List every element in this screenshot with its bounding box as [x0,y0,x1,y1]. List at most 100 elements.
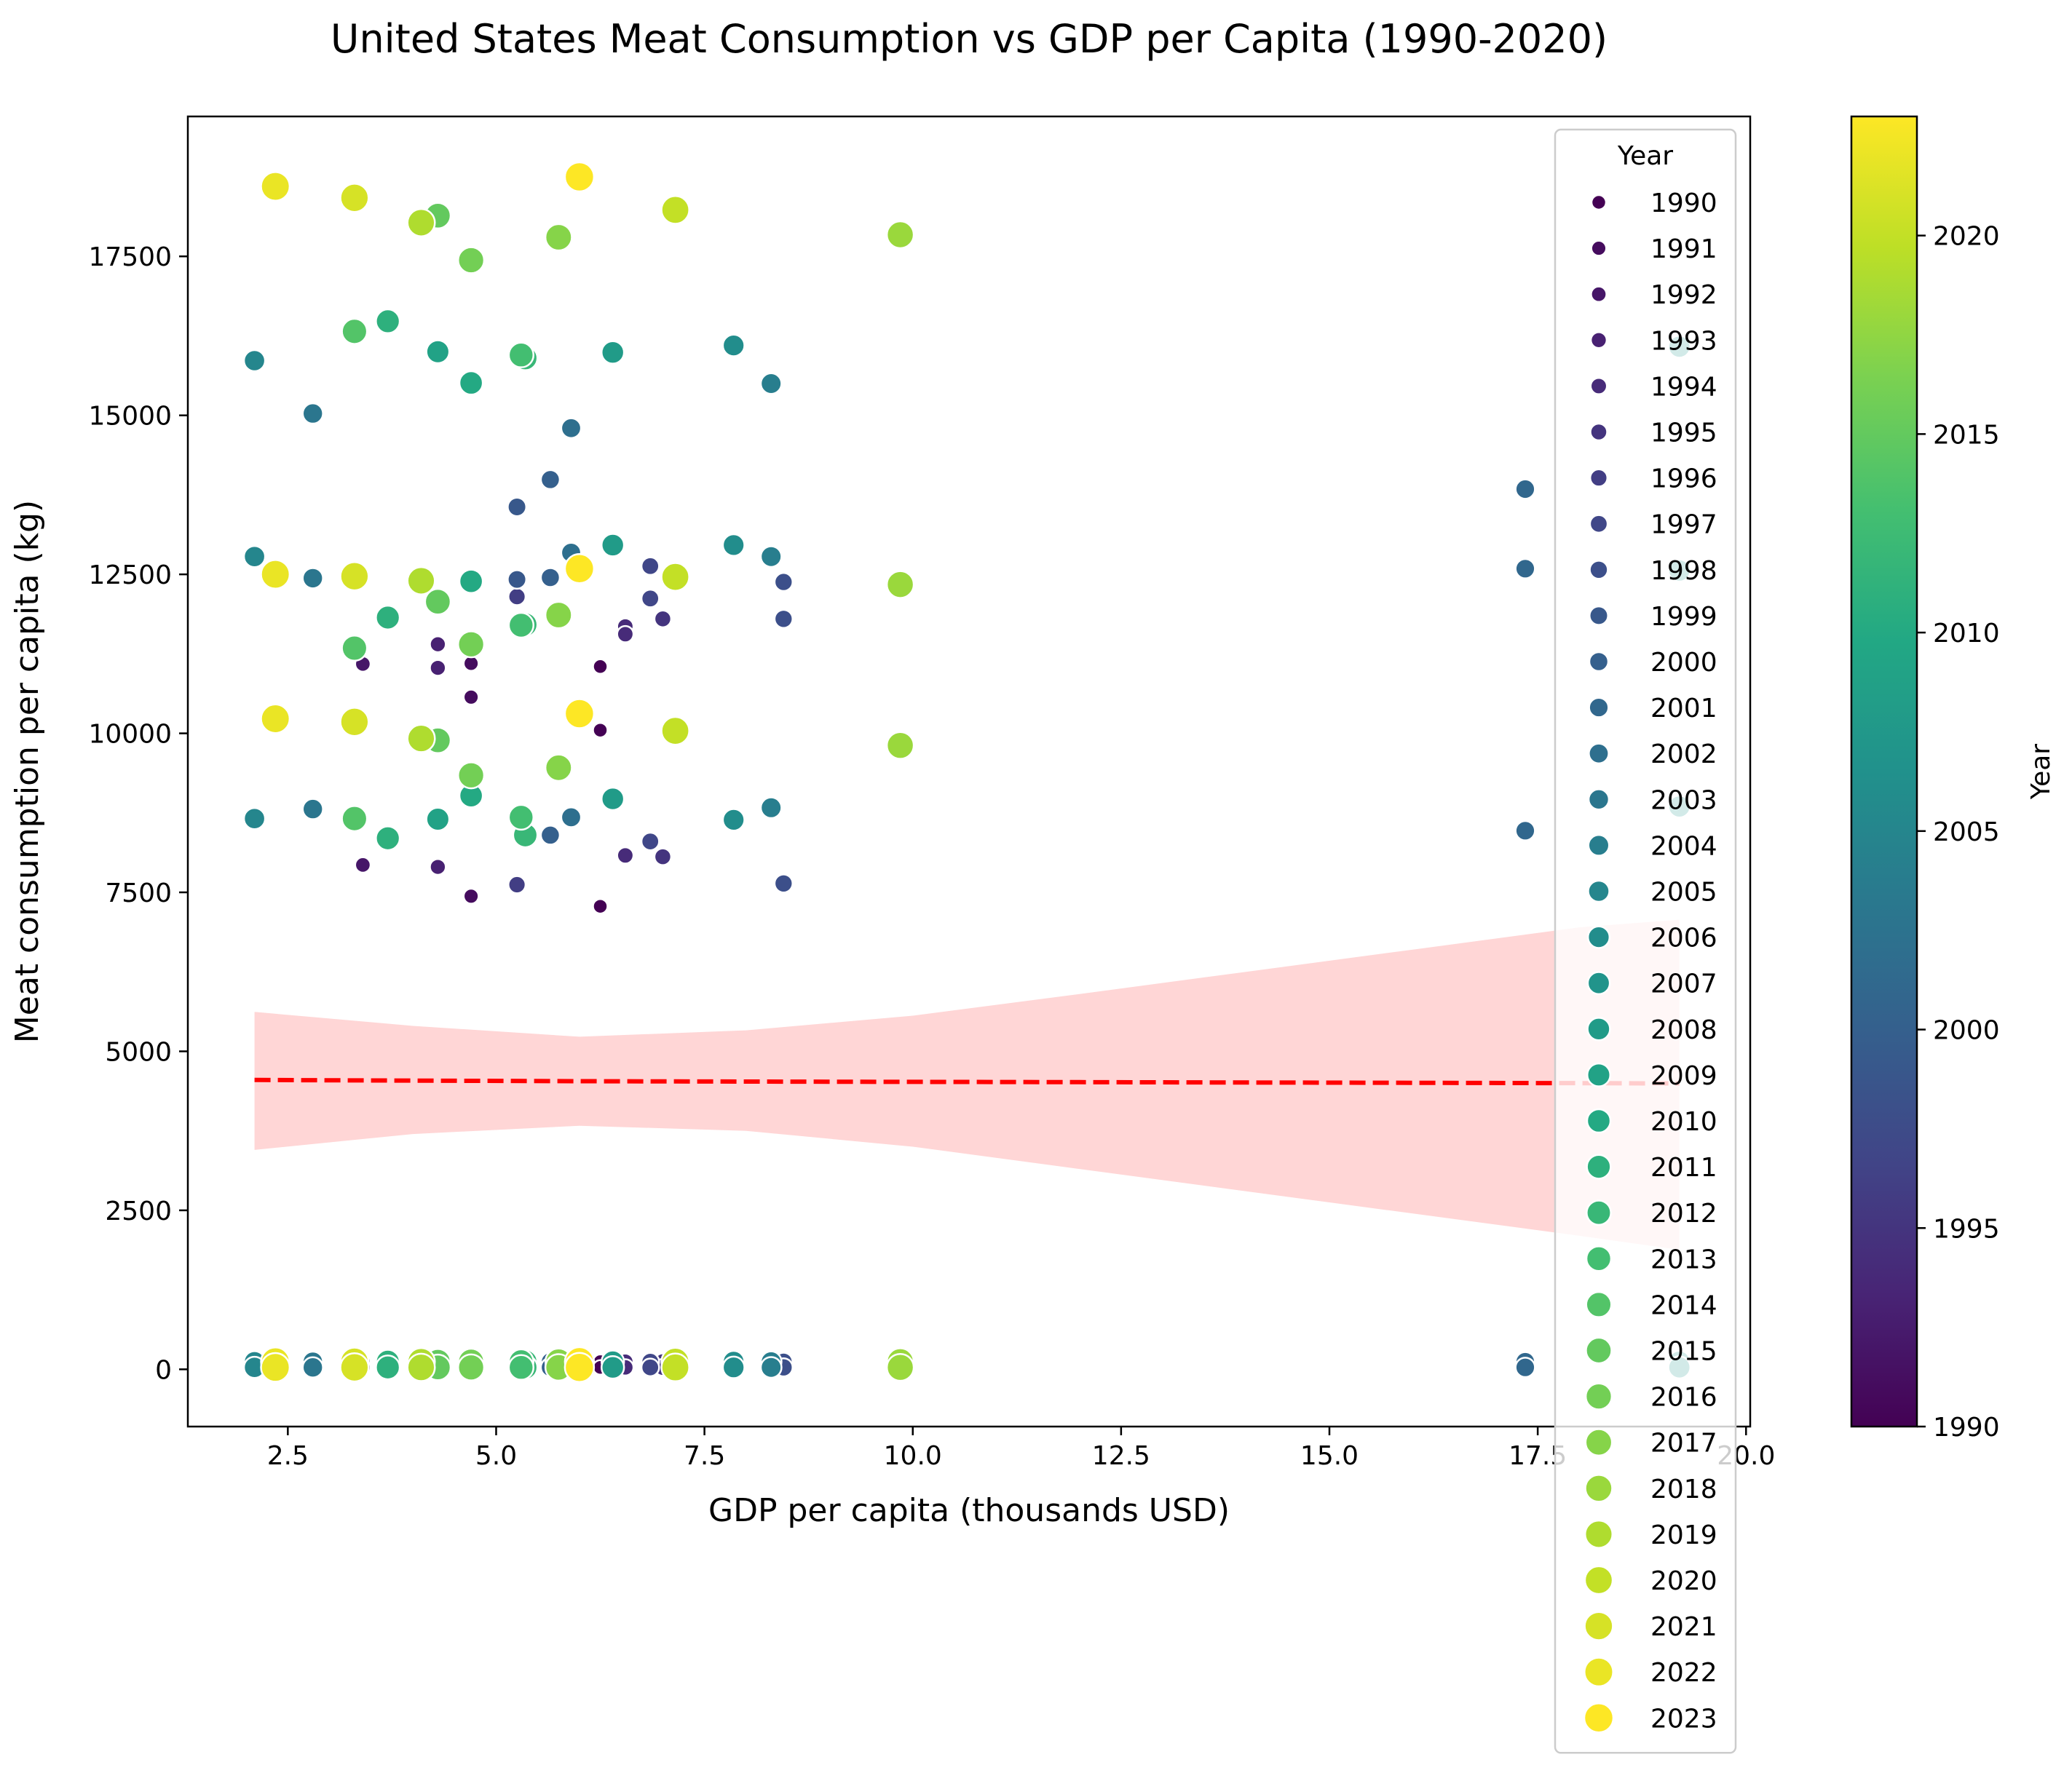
data-point-1998 [773,571,794,592]
data-point-2013 [507,1354,535,1381]
y-axis-label: Meat consumption per capita (kg) [9,500,46,1043]
x-tick-label: 10.0 [884,1441,942,1471]
data-point-2020 [660,195,690,225]
legend-label-1991: 1991 [1650,234,1717,264]
legend-label-2017: 2017 [1650,1429,1717,1459]
legend-marker-2023 [1583,1702,1615,1734]
chart-title: United States Meat Consumption vs GDP pe… [331,16,1608,62]
y-tick-label: 10000 [88,720,172,750]
legend-marker-2005 [1587,879,1610,903]
data-point-1996 [507,875,527,895]
data-point-2014 [341,317,368,345]
legend-label-2016: 2016 [1650,1383,1717,1413]
data-point-2023 [564,553,596,584]
legend-marker-2004 [1587,833,1610,857]
legend-title: Year [1617,141,1673,171]
regression-line [254,1077,1680,1086]
data-point-1993 [429,857,447,876]
x-tick-label: 12.5 [1092,1441,1150,1471]
data-point-2011 [375,604,401,631]
data-point-2017 [544,753,573,782]
legend-marker-1992 [1590,285,1608,304]
colorbar-tick-label: 2005 [1933,817,2000,847]
data-point-2002 [560,417,582,440]
x-tick-label: 2.5 [267,1441,309,1471]
legend-marker-2007 [1586,971,1611,996]
legend-label-2000: 2000 [1650,648,1717,678]
legend-label-2023: 2023 [1650,1704,1717,1734]
data-point-2021 [339,561,370,592]
data-point-2008 [600,786,625,812]
legend-label-1997: 1997 [1650,510,1717,540]
data-point-1995 [653,609,673,629]
data-point-2011 [375,825,401,852]
data-point-2014 [341,634,368,662]
legend-marker-2018 [1584,1474,1613,1503]
legend-label-2013: 2013 [1650,1245,1717,1274]
data-point-2005 [242,349,266,373]
legend-marker-2009 [1586,1062,1612,1087]
legend-marker-2021 [1583,1611,1614,1641]
legend-label-2022: 2022 [1650,1658,1717,1688]
data-point-1999 [507,496,528,517]
data-point-2011 [375,308,401,335]
data-point-1994 [616,846,635,865]
y-tick-label: 2500 [105,1197,172,1226]
colorbar-tick-label: 1990 [1933,1413,2000,1443]
legend-label-2005: 2005 [1650,878,1717,908]
legend-marker-2016 [1584,1382,1613,1411]
data-point-2016 [456,1353,486,1381]
y-tick-label: 17500 [88,242,172,272]
data-point-1997 [640,588,660,608]
data-point-2016 [456,246,486,274]
data-point-2022 [260,171,291,202]
legend-label-2015: 2015 [1650,1337,1717,1367]
plot-area [242,161,1692,1383]
legend-marker-2014 [1585,1290,1613,1318]
legend-label-2007: 2007 [1650,969,1717,999]
data-point-2018 [885,220,915,250]
data-point-2008 [600,533,625,558]
y-tick-label: 12500 [88,560,172,590]
legend-marker-1995 [1589,422,1608,442]
legend: Year 1990 1991 1992 1993 1994 1995 1996 1997 1998… [1554,128,1737,1754]
data-point-2021 [339,1352,370,1383]
data-point-2023 [564,698,596,729]
data-point-2019 [406,207,436,237]
legend-marker-2011 [1586,1154,1612,1180]
data-point-2018 [885,1352,915,1382]
colorbar-tick-label: 2020 [1933,222,2000,252]
legend-marker-2003 [1587,788,1610,811]
data-point-2001 [1514,478,1536,500]
legend-marker-2006 [1586,925,1611,949]
data-point-2000 [539,469,561,491]
data-point-1990 [592,658,609,675]
data-point-2019 [406,723,436,753]
data-point-2019 [406,1352,436,1382]
data-point-2020 [660,1352,690,1383]
data-point-2010 [458,370,484,396]
regression-line-layer [254,1077,1680,1086]
data-point-2022 [260,703,291,734]
legend-marker-2012 [1586,1199,1612,1226]
legend-marker-2020 [1583,1565,1614,1595]
legend-label-2003: 2003 [1650,785,1717,815]
x-tick-label: 5.0 [475,1441,517,1471]
legend-label-2021: 2021 [1650,1612,1717,1642]
legend-label-1994: 1994 [1650,372,1717,402]
data-point-2005 [242,544,266,568]
data-point-2015 [424,587,452,616]
data-point-2005 [242,806,266,830]
data-point-2021 [339,707,370,737]
legend-marker-2000 [1588,651,1610,673]
data-point-2009 [425,806,451,832]
data-point-1991 [462,887,480,905]
data-point-2006 [721,533,746,557]
data-point-2001 [1514,1357,1536,1379]
colorbar-tick-label: 1995 [1933,1214,2000,1244]
data-point-1990 [592,897,609,915]
regression-band-layer [254,919,1680,1250]
data-point-1996 [507,587,527,606]
data-point-2010 [458,568,484,595]
